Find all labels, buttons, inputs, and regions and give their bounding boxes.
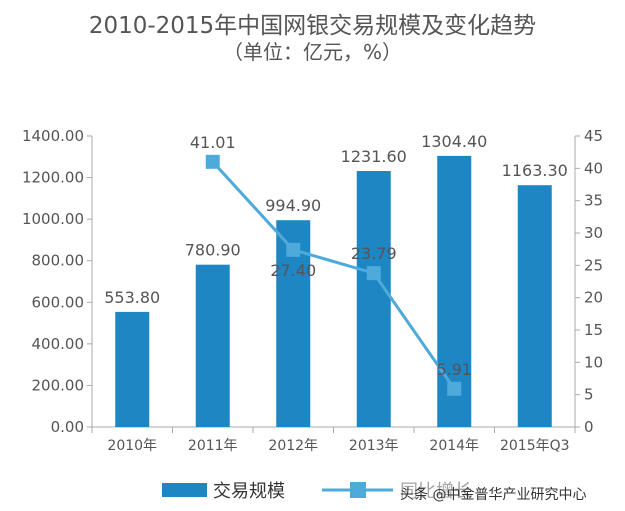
x-tick-label: 2010年 bbox=[107, 438, 157, 454]
line-data-label: 27.40 bbox=[270, 261, 316, 280]
bar-data-label: 780.90 bbox=[185, 241, 241, 260]
y-left-tick-label: 0.00 bbox=[51, 418, 84, 436]
growth-marker bbox=[205, 154, 220, 169]
bar-data-label: 994.90 bbox=[265, 196, 321, 215]
y-right-tick-label: 40 bbox=[584, 159, 603, 177]
x-tick-label: 2015年Q3 bbox=[500, 438, 570, 454]
watermark-text: 头条 @中金普华产业研究中心 bbox=[400, 487, 587, 503]
legend-line-marker bbox=[350, 482, 366, 498]
line-data-label: 41.01 bbox=[190, 133, 236, 152]
y-right-tick-label: 35 bbox=[584, 192, 603, 210]
bar bbox=[356, 171, 391, 427]
line-data-label: 5.91 bbox=[436, 360, 472, 379]
y-left-tick-label: 400.00 bbox=[32, 335, 85, 353]
y-right-tick-label: 20 bbox=[584, 289, 603, 307]
y-left-tick-label: 800.00 bbox=[32, 252, 85, 270]
bar bbox=[115, 311, 150, 427]
y-left-tick-label: 600.00 bbox=[32, 293, 85, 311]
y-left-tick-label: 1000.00 bbox=[22, 210, 84, 228]
x-tick-label: 2013年 bbox=[349, 438, 399, 454]
x-tick-label: 2012年 bbox=[268, 438, 318, 454]
y-left-tick-label: 1200.00 bbox=[22, 169, 84, 187]
y-right-tick-label: 25 bbox=[584, 256, 603, 274]
y-right-tick-label: 30 bbox=[584, 224, 603, 242]
growth-marker bbox=[447, 381, 462, 396]
bar bbox=[517, 185, 552, 427]
legend-bar-label: 交易规模 bbox=[213, 481, 285, 502]
x-tick-label: 2014年 bbox=[429, 438, 479, 454]
y-right-tick-label: 10 bbox=[584, 353, 603, 371]
y-right-tick-label: 5 bbox=[584, 386, 594, 404]
bar-data-label: 553.80 bbox=[104, 288, 160, 307]
line-data-label: 23.79 bbox=[351, 244, 397, 263]
y-left-tick-label: 1400.00 bbox=[22, 127, 84, 145]
y-left-tick-label: 200.00 bbox=[32, 376, 85, 394]
chart-subtitle: （单位：亿元，%） bbox=[222, 40, 402, 64]
growth-line bbox=[211, 160, 456, 390]
y-right-tick-label: 45 bbox=[584, 127, 603, 145]
legend-bar-swatch bbox=[162, 483, 207, 497]
chart-title: 2010-2015年中国网银交易规模及变化趋势 bbox=[88, 13, 537, 39]
x-tick-label: 2011年 bbox=[188, 438, 238, 454]
growth-marker bbox=[366, 266, 381, 281]
growth-marker bbox=[286, 242, 301, 257]
bar-data-label: 1231.60 bbox=[341, 147, 407, 166]
legend-line-label: 同比增长 bbox=[400, 481, 472, 502]
bar-data-label: 1163.30 bbox=[502, 161, 568, 180]
bar bbox=[195, 264, 230, 427]
y-right-tick-label: 15 bbox=[584, 321, 603, 339]
y-right-tick-label: 0 bbox=[584, 418, 594, 436]
bar-data-label: 1304.40 bbox=[421, 132, 487, 151]
